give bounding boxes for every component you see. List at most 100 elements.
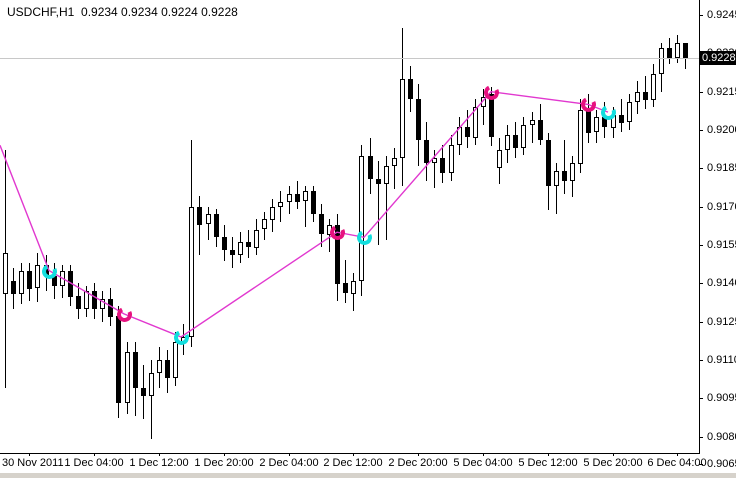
time-axis-label: 1 Dec 04:00: [64, 457, 124, 469]
time-axis-tick: [677, 453, 678, 456]
candle-body: [440, 158, 445, 173]
time-axis-label: 1 Dec 20:00: [194, 457, 254, 469]
price-axis-tick: [699, 168, 703, 169]
price-axis-tick: [699, 464, 703, 465]
time-axis-label: 2 Dec 12:00: [323, 457, 383, 469]
price-axis-tick: [699, 92, 703, 93]
candle-body: [538, 120, 543, 140]
price-axis-tick: [699, 360, 703, 361]
time-axis-tick: [29, 453, 30, 456]
candle-body: [60, 271, 65, 286]
time-axis-label: 5 Dec 04:00: [453, 457, 513, 469]
candle-body: [449, 145, 454, 173]
candle-body: [473, 107, 478, 138]
candle-body: [133, 352, 138, 388]
price-axis-label: 0.9245: [707, 9, 736, 21]
candle-body: [100, 299, 105, 309]
candle-body: [489, 94, 494, 137]
time-axis-tick: [353, 453, 354, 456]
candle-wick: [151, 360, 152, 439]
candle-body: [116, 316, 121, 403]
candle-body: [108, 299, 113, 317]
time-axis-tick: [548, 453, 549, 456]
candle-body: [546, 140, 551, 186]
candle-body: [19, 271, 24, 294]
candle-body: [562, 171, 567, 181]
candle-body: [578, 110, 583, 164]
price-axis-tick: [699, 437, 703, 438]
status-strip: [0, 472, 736, 478]
price-axis-tick: [699, 283, 703, 284]
candle-body: [206, 214, 211, 224]
candle-body: [238, 242, 243, 255]
candle-body: [278, 202, 283, 207]
candle-body: [586, 110, 591, 133]
time-axis-tick: [224, 453, 225, 456]
candle-body: [157, 360, 162, 373]
candle-body: [497, 150, 502, 168]
candle-body: [214, 214, 219, 237]
zigzag-indicator-line: [0, 90, 609, 338]
candle-body: [246, 242, 251, 247]
candle-wick: [434, 150, 435, 188]
price-axis-tick: [699, 207, 703, 208]
price-axis-label: 0.9065: [707, 458, 736, 470]
candle-body: [92, 291, 97, 309]
candle-body: [254, 230, 259, 248]
time-axis-label: 6 Dec 04:00: [647, 457, 707, 469]
candle-body: [295, 194, 300, 202]
candle-body: [368, 156, 373, 179]
candle-body: [392, 158, 397, 166]
time-axis-label: 1 Dec 12:00: [129, 457, 189, 469]
time-axis-tick: [94, 453, 95, 456]
candle-body: [11, 281, 16, 294]
candle-wick: [345, 260, 346, 303]
chart-plot-area[interactable]: [0, 0, 700, 454]
candle-body: [465, 127, 470, 137]
price-axis-tick: [699, 130, 703, 131]
candle-body: [384, 166, 389, 184]
candle-wick: [564, 140, 565, 194]
candle-body: [424, 140, 429, 163]
candle-body: [230, 250, 235, 255]
time-axis[interactable]: 30 Nov 2011 1 Dec 04:00 1 Dec 12:00 1 Dec 2…: [0, 453, 736, 473]
candle-body: [173, 342, 178, 378]
cyan-circle-signal-marker: [355, 228, 374, 247]
candle-body: [359, 156, 364, 281]
candle-body: [554, 171, 559, 186]
price-axis-label: 0.9125: [707, 316, 736, 328]
candle-body: [627, 102, 632, 122]
candle-body: [432, 158, 437, 163]
time-axis-tick: [159, 453, 160, 456]
time-axis-tick: [289, 453, 290, 456]
time-axis-tick: [613, 453, 614, 456]
price-axis[interactable]: 0.92450.92300.92150.92000.91850.91700.91…: [699, 0, 736, 470]
candle-wick: [378, 161, 379, 245]
candle-wick: [532, 112, 533, 143]
time-axis-label: 2 Dec 20:00: [388, 457, 448, 469]
candle-body: [416, 99, 421, 140]
time-axis-label: 2 Dec 04:00: [259, 457, 319, 469]
candle-body: [149, 373, 154, 396]
chart-symbol-timeframe: USDCHF,H1: [7, 5, 75, 19]
price-axis-tick: [699, 322, 703, 323]
candle-body: [683, 43, 688, 58]
candle-body: [570, 163, 575, 181]
time-axis-label: 30 Nov 2011: [2, 457, 64, 469]
candle-body: [530, 120, 535, 125]
candle-body: [594, 117, 599, 132]
candle-body: [189, 207, 194, 337]
candle-body: [84, 291, 89, 309]
time-axis-label: 5 Dec 12:00: [518, 457, 578, 469]
candle-body: [408, 79, 413, 99]
price-axis-label: 0.9095: [707, 392, 736, 404]
price-axis-tick: [699, 15, 703, 16]
current-price-line: [0, 58, 699, 59]
candle-body: [76, 296, 81, 309]
candle-body: [635, 92, 640, 102]
